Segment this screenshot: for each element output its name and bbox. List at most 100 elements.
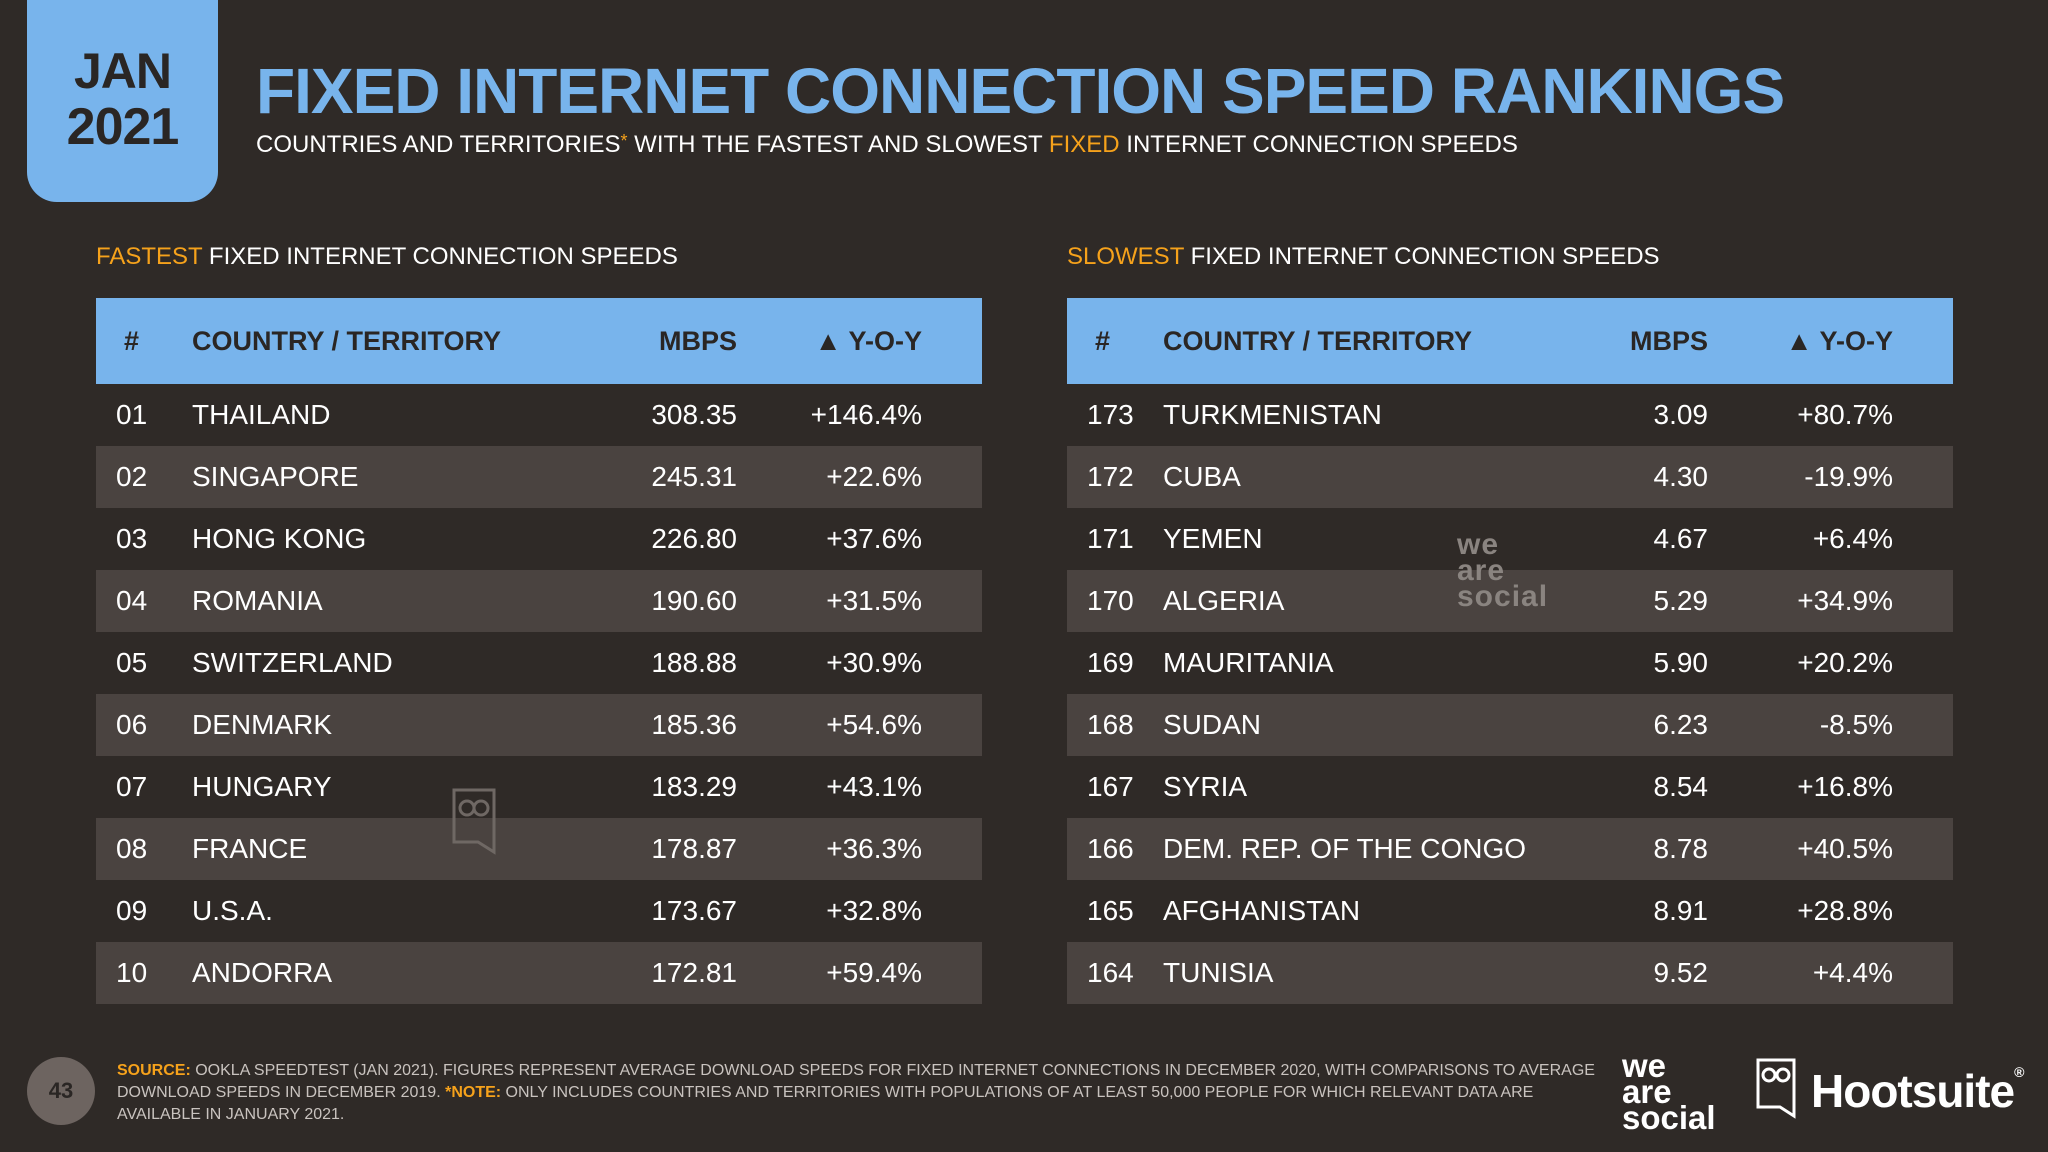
- row-rank: 172: [1087, 461, 1134, 492]
- row-yoy: +34.9%: [1797, 585, 1893, 616]
- row-rank: 164: [1087, 957, 1134, 988]
- row-mbps: 5.29: [1653, 585, 1709, 616]
- row-rank: 01: [116, 399, 148, 430]
- row-country: TUNISIA: [1163, 957, 1274, 988]
- fastest-table-body: 01 THAILAND 308.35 +146.4% 02 SINGAPORE 245.31…: [96, 384, 982, 1004]
- header-country: COUNTRY / TERRITORY: [1163, 325, 1473, 356]
- fastest-section-title: FASTEST FIXED INTERNET CONNECTION SPEEDS: [96, 243, 678, 271]
- subtitle-part2: WITH THE FASTEST AND SLOWEST: [627, 131, 1049, 158]
- was-logo-line3: social: [1622, 1099, 1716, 1136]
- watermark-line2: are: [1457, 554, 1506, 587]
- row-mbps: 308.35: [651, 399, 737, 430]
- row-yoy: +22.6%: [826, 461, 922, 492]
- row-country: HUNGARY: [192, 771, 332, 802]
- fastest-table-header: # COUNTRY / TERRITORY MBPS ▲ Y-O-Y: [96, 298, 982, 384]
- row-yoy: +43.1%: [826, 771, 922, 802]
- table-row: 07 HUNGARY 183.29 +43.1%: [96, 756, 982, 818]
- row-yoy: +37.6%: [826, 523, 922, 554]
- owl-watermark-icon: [450, 786, 498, 861]
- row-country: SINGAPORE: [192, 461, 359, 492]
- row-mbps: 6.23: [1653, 709, 1709, 740]
- note-text: ONLY INCLUDES COUNTRIES AND TERRITORIES …: [117, 1084, 1534, 1123]
- was-logo-line2: are: [1622, 1073, 1672, 1110]
- row-yoy: +4.4%: [1812, 957, 1893, 988]
- row-rank: 08: [116, 833, 148, 864]
- hootsuite-wordmark: Hootsuite®: [1811, 1063, 2024, 1118]
- row-rank: 170: [1087, 585, 1134, 616]
- row-mbps: 185.36: [651, 709, 737, 740]
- table-row: 164 TUNISIA 9.52 +4.4%: [1067, 942, 1953, 1004]
- row-mbps: 8.78: [1653, 833, 1709, 864]
- row-yoy: +32.8%: [826, 895, 922, 926]
- row-country: ALGERIA: [1163, 585, 1285, 616]
- slowest-title-highlight: SLOWEST: [1067, 243, 1184, 270]
- row-country: DEM. REP. OF THE CONGO: [1163, 833, 1527, 864]
- table-row: 165 AFGHANISTAN 8.91 +28.8%: [1067, 880, 1953, 942]
- subtitle-part3: INTERNET CONNECTION SPEEDS: [1119, 131, 1518, 158]
- row-rank: 165: [1087, 895, 1134, 926]
- row-country: ANDORRA: [192, 957, 333, 988]
- hootsuite-owl-icon: [1755, 1057, 1797, 1124]
- table-row: 04 ROMANIA 190.60 +31.5%: [96, 570, 982, 632]
- table-row: 09 U.S.A. 173.67 +32.8%: [96, 880, 982, 942]
- row-rank: 173: [1087, 399, 1134, 430]
- row-mbps: 188.88: [651, 647, 737, 678]
- table-row: 168 SUDAN 6.23 -8.5%: [1067, 694, 1953, 756]
- row-rank: 09: [116, 895, 148, 926]
- header-country: COUNTRY / TERRITORY: [192, 325, 502, 356]
- row-yoy: +6.4%: [1812, 523, 1893, 554]
- row-country: THAILAND: [192, 399, 331, 430]
- header-rank: #: [124, 325, 140, 356]
- row-mbps: 245.31: [651, 461, 737, 492]
- row-country: CUBA: [1163, 461, 1241, 492]
- watermark-line3: social: [1457, 580, 1549, 613]
- slowest-title-rest: FIXED INTERNET CONNECTION SPEEDS: [1183, 243, 1660, 270]
- row-mbps: 226.80: [651, 523, 737, 554]
- row-mbps: 8.54: [1653, 771, 1709, 802]
- row-yoy: -19.9%: [1804, 461, 1893, 492]
- row-mbps: 183.29: [651, 771, 737, 802]
- row-country: TURKMENISTAN: [1163, 399, 1382, 430]
- hootsuite-text: Hootsuite: [1811, 1064, 2015, 1117]
- we-are-social-logo: we are social: [1622, 1049, 1716, 1136]
- registered-mark: ®: [2014, 1063, 2024, 1080]
- row-rank: 167: [1087, 771, 1134, 802]
- table-row: 167 SYRIA 8.54 +16.8%: [1067, 756, 1953, 818]
- watermark-line1: we: [1457, 528, 1500, 561]
- table-row: 169 MAURITANIA 5.90 +20.2%: [1067, 632, 1953, 694]
- page-subtitle: COUNTRIES AND TERRITORIES* WITH THE FAST…: [256, 131, 1518, 159]
- table-row: 01 THAILAND 308.35 +146.4%: [96, 384, 982, 446]
- row-country: MAURITANIA: [1163, 647, 1334, 678]
- row-yoy: +36.3%: [826, 833, 922, 864]
- badge-year: 2021: [66, 98, 180, 156]
- table-row: 08 FRANCE 178.87 +36.3%: [96, 818, 982, 880]
- row-yoy: +20.2%: [1797, 647, 1893, 678]
- we-are-social-watermark: we are social: [1457, 528, 1549, 613]
- row-mbps: 5.90: [1653, 647, 1709, 678]
- row-country: SYRIA: [1163, 771, 1248, 802]
- slowest-table: # COUNTRY / TERRITORY MBPS ▲ Y-O-Y 173 TU…: [1067, 298, 1953, 1004]
- source-label: SOURCE:: [117, 1062, 191, 1079]
- row-mbps: 8.91: [1653, 895, 1709, 926]
- table-row: 06 DENMARK 185.36 +54.6%: [96, 694, 982, 756]
- row-country: ROMANIA: [192, 585, 323, 616]
- row-mbps: 172.81: [651, 957, 737, 988]
- row-rank: 169: [1087, 647, 1134, 678]
- row-rank: 10: [116, 957, 148, 988]
- hootsuite-logo: Hootsuite®: [1755, 1057, 2024, 1124]
- table-row: 166 DEM. REP. OF THE CONGO 8.78 +40.5%: [1067, 818, 1953, 880]
- row-mbps: 4.67: [1653, 523, 1709, 554]
- header-mbps: MBPS: [658, 325, 737, 356]
- header-yoy: ▲ Y-O-Y: [1785, 325, 1893, 356]
- row-rank: 168: [1087, 709, 1134, 740]
- table-row: 172 CUBA 4.30 -19.9%: [1067, 446, 1953, 508]
- table-row: 170 ALGERIA 5.29 +34.9%: [1067, 570, 1953, 632]
- slowest-table-header: # COUNTRY / TERRITORY MBPS ▲ Y-O-Y: [1067, 298, 1953, 384]
- page-title: FIXED INTERNET CONNECTION SPEED RANKINGS: [256, 55, 1785, 127]
- row-yoy: +146.4%: [810, 399, 922, 430]
- header-mbps: MBPS: [1629, 325, 1708, 356]
- row-yoy: +28.8%: [1797, 895, 1893, 926]
- table-row: 02 SINGAPORE 245.31 +22.6%: [96, 446, 982, 508]
- source-note: SOURCE: OOKLA SPEEDTEST (JAN 2021). FIGU…: [117, 1060, 1597, 1126]
- row-yoy: +59.4%: [826, 957, 922, 988]
